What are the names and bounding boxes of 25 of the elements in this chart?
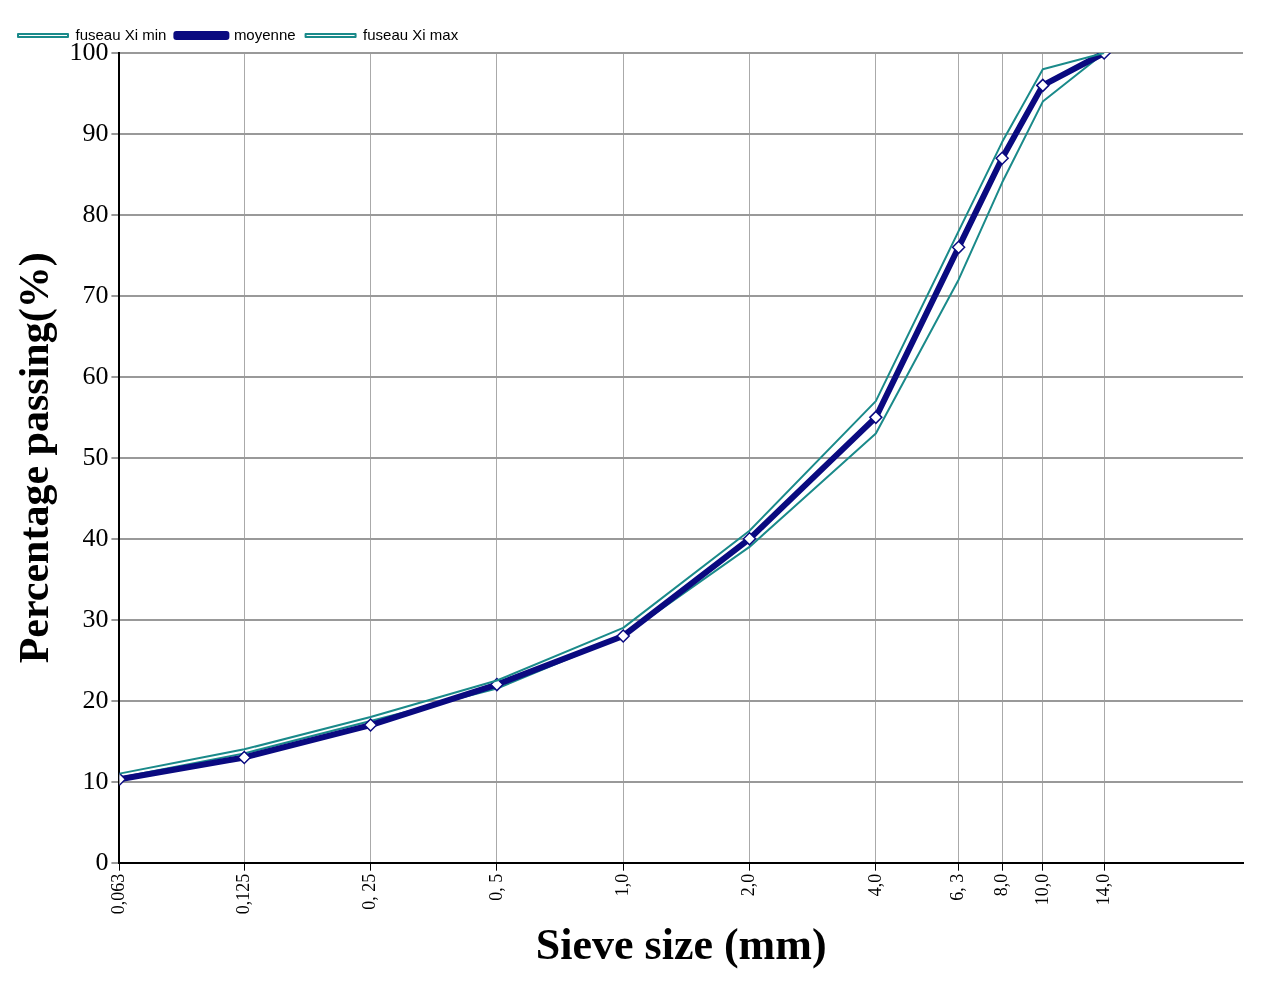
x-axis-title: Sieve size (mm) — [535, 919, 827, 969]
y-tick-label: 90 — [82, 117, 109, 147]
x-tick-label: 0, 25 — [359, 873, 380, 910]
y-tick-label: 40 — [82, 522, 109, 552]
y-tick-label: 10 — [82, 765, 109, 795]
y-tick-label: 60 — [82, 360, 109, 390]
x-tick-label: 0,125 — [232, 873, 253, 915]
x-tick-label: 0,063 — [108, 873, 129, 915]
x-tick-label: 1,0 — [611, 873, 632, 897]
y-tick-label: 20 — [82, 684, 109, 714]
x-tick-label: 2,0 — [738, 873, 759, 897]
x-tick-label: 8,0 — [990, 873, 1011, 897]
x-tick-label: 6, 3 — [947, 873, 968, 901]
y-tick-label: 0 — [95, 846, 109, 876]
x-tick-label: 0, 5 — [485, 873, 506, 901]
legend-label: moyenne — [233, 25, 296, 43]
x-tick-label: 14,0 — [1092, 873, 1113, 906]
y-tick-label: 30 — [82, 603, 109, 633]
x-tick-label: 4,0 — [864, 873, 885, 897]
y-tick-label: 80 — [82, 198, 109, 228]
y-axis-title: Percentage passing(%) — [11, 252, 59, 664]
legend-label: fuseau Xi max — [363, 25, 459, 43]
y-tick-label: 50 — [82, 441, 109, 471]
y-tick-label: 70 — [82, 279, 109, 309]
x-tick-label: 10,0 — [1031, 873, 1052, 906]
